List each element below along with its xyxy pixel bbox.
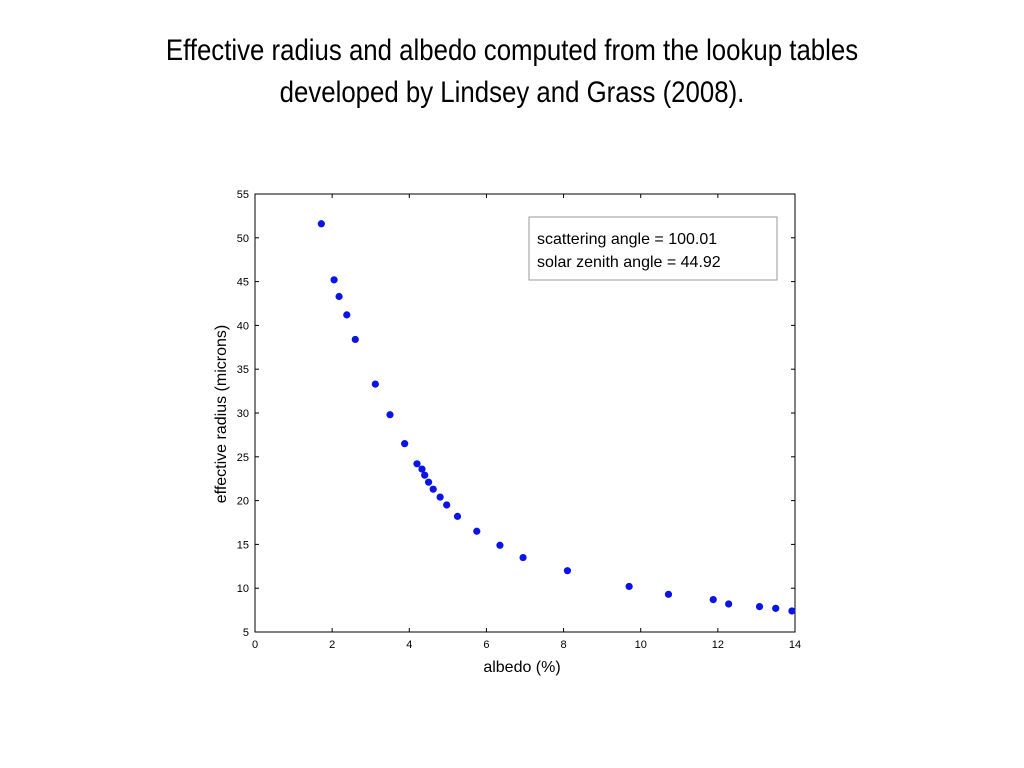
- data-point: [335, 292, 343, 301]
- y-tick-label: 5: [243, 627, 249, 639]
- x-tick-label: 10: [635, 639, 647, 651]
- data-point: [453, 512, 462, 520]
- annotation-scattering-angle: scattering angle = 100.01: [537, 231, 717, 248]
- data-point: [519, 553, 527, 562]
- y-tick-label: 40: [237, 320, 249, 332]
- data-point: [473, 527, 481, 535]
- slide-title-line-2: developed by Lindsey and Grass (2008).: [279, 76, 745, 109]
- x-tick-label: 0: [252, 639, 258, 651]
- data-point: [563, 567, 572, 575]
- data-point: [755, 602, 764, 611]
- data-point: [725, 600, 733, 608]
- y-tick-label: 15: [237, 539, 249, 551]
- data-point: [401, 440, 409, 448]
- x-axis-label: albedo (%): [483, 659, 560, 676]
- data-point: [317, 220, 325, 228]
- data-point: [788, 607, 796, 615]
- data-point: [343, 311, 351, 319]
- slide-title-line-1: Effective radius and albedo computed fro…: [165, 34, 859, 67]
- annotation-box: scattering angle = 100.01 solar zenith a…: [528, 216, 778, 281]
- data-point: [413, 460, 421, 468]
- x-tick-label: 14: [789, 639, 801, 651]
- data-point: [709, 595, 717, 604]
- x-tick-label: 2: [329, 639, 335, 651]
- data-point: [351, 335, 359, 344]
- slide-title: Effective radius and albedo computed fro…: [125, 30, 899, 114]
- y-axis-label: effective radius (microns): [213, 325, 230, 503]
- data-point: [496, 541, 504, 549]
- x-tick-label: 4: [406, 639, 412, 651]
- data-point: [330, 276, 338, 284]
- y-tick-label: 25: [237, 452, 249, 464]
- x-tick-label: 8: [561, 639, 567, 651]
- y-tick-label: 30: [237, 408, 249, 420]
- data-point: [664, 590, 673, 598]
- data-point: [418, 465, 426, 473]
- data-point: [443, 501, 451, 509]
- y-tick-label: 35: [237, 364, 249, 376]
- data-point: [371, 380, 379, 388]
- x-tick-label: 12: [712, 639, 724, 651]
- data-point: [386, 411, 394, 419]
- data-point: [421, 471, 429, 479]
- y-tick-label: 10: [237, 583, 249, 595]
- annotation-solar-zenith-angle: solar zenith angle = 44.92: [537, 254, 721, 271]
- y-tick-label: 50: [237, 233, 249, 245]
- data-point: [625, 582, 633, 591]
- data-point: [436, 493, 444, 501]
- y-tick-label: 20: [237, 496, 249, 508]
- data-point: [772, 604, 780, 612]
- y-tick-label: 45: [237, 277, 249, 289]
- data-point: [429, 485, 437, 493]
- y-tick-label: 55: [237, 189, 249, 201]
- x-tick-label: 6: [483, 639, 489, 651]
- data-point: [424, 478, 433, 486]
